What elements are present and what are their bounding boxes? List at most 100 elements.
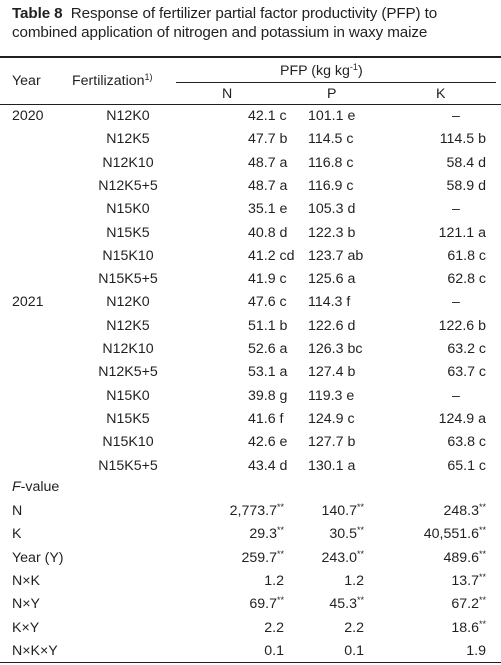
pfp-k-cell: 124.9 a	[438, 410, 486, 427]
significance-marker: **	[356, 595, 364, 606]
fvalue-k-value: 40,551.6	[423, 526, 479, 543]
pfp-k-cell: 122.6 b	[438, 317, 486, 334]
table-row: N12K5 47.7 b 114.5 c 114.5 b	[0, 127, 501, 151]
treatment-cell: N15K5	[106, 410, 150, 427]
pfp-k-cell: –	[452, 387, 460, 404]
fvalue-p: 140.7**	[268, 499, 364, 523]
fvalue-k-value: 67.2	[451, 596, 479, 613]
table-row: N12K5+5 53.1 a 127.4 b 63.7 c	[0, 360, 501, 384]
fvalue-n: 2.2	[188, 616, 284, 640]
fvalue-source: N	[12, 499, 22, 523]
fvalue-k: 40,551.6**	[378, 522, 486, 546]
fvalue-p-value: 140.7	[321, 503, 357, 519]
pfp-n-cell: 47.6 c	[248, 294, 287, 311]
top-rule	[0, 56, 501, 58]
treatment-cell: N15K0	[106, 201, 150, 218]
table-row: N15K5 41.6 f 124.9 c 124.9 a	[0, 407, 501, 431]
significance-marker: **	[478, 525, 486, 536]
fvalue-n: 2,773.7**	[188, 499, 284, 523]
fvalue-n-value: 2,773.7	[229, 503, 277, 519]
table-row: N15K0 35.1 e 105.3 d –	[0, 197, 501, 221]
fvalue-source: N×K×Y	[12, 639, 58, 663]
significance-marker: **	[478, 618, 486, 629]
fvalue-k: 18.6**	[378, 616, 486, 640]
fvalue-p-value: 0.1	[344, 642, 364, 659]
fvalue-n: 29.3**	[188, 522, 284, 546]
significance-marker: **	[276, 548, 284, 559]
pfp-n-cell: 48.7 a	[248, 154, 288, 171]
table-row: N15K5+5 41.9 c 125.6 a 62.8 c	[0, 267, 501, 291]
pfp-n-cell: 41.2 cd	[248, 247, 295, 264]
fvalue-source: K×Y	[12, 616, 39, 640]
table-row: N12K10 48.7 a 116.8 c 58.4 d	[0, 151, 501, 175]
pfp-n-cell: 43.4 d	[248, 457, 288, 474]
table-row: N15K10 41.2 cd 123.7 ab 61.8 c	[0, 244, 501, 268]
year-cell: 2021	[12, 294, 44, 311]
pfp-k-cell: 58.4 d	[446, 154, 486, 171]
pfp-k-cell: 121.1 a	[438, 224, 486, 241]
pfp-k-cell: 63.8 c	[447, 434, 486, 451]
pfp-k-cell: –	[452, 201, 460, 218]
treatment-cell: N12K5	[106, 131, 150, 148]
fvalue-p: 2.2	[268, 616, 364, 640]
treatment-cell: N15K5	[106, 224, 150, 241]
header-pfp-exponent: -1	[349, 62, 358, 72]
fvalue-k-value: 1.9	[466, 642, 486, 659]
header-pfp: PFP (kg kg-1)	[280, 62, 363, 80]
pfp-p-cell: 127.7 b	[308, 434, 356, 451]
table-row: N15K10 42.6 e 127.7 b 63.8 c	[0, 430, 501, 454]
significance-marker: **	[478, 571, 486, 582]
header-k: K	[436, 86, 446, 102]
pfp-p-cell: 125.6 a	[308, 271, 356, 288]
pfp-p-cell: 105.3 d	[308, 201, 356, 218]
fvalue-heading-rest: -value	[20, 479, 60, 495]
fvalue-source: K	[12, 522, 21, 546]
pfp-k-cell: 58.9 d	[446, 177, 486, 194]
header-p: P	[327, 86, 337, 102]
treatment-cell: N15K0	[106, 387, 150, 404]
footnote-marker: 1)	[144, 72, 153, 82]
table-caption: Table 8 Response of fertilizer partial f…	[12, 4, 498, 42]
table-row: 2021 N12K0 47.6 c 114.3 f –	[0, 290, 501, 314]
pfp-p-cell: 130.1 a	[308, 457, 356, 474]
significance-marker: **	[478, 548, 486, 559]
fvalue-p-value: 30.5	[329, 526, 357, 543]
header-rule	[0, 104, 501, 105]
pfp-n-cell: 40.8 d	[248, 224, 288, 241]
pfp-p-cell: 119.3 e	[308, 387, 355, 404]
fvalue-n: 259.7**	[188, 546, 284, 570]
fvalue-source-value: N×K×Y	[12, 642, 58, 659]
table-row: N12K5 51.1 b 122.6 d 122.6 b	[0, 314, 501, 338]
fvalue-p-value: 2.2	[344, 619, 364, 636]
table-row: N15K5+5 43.4 d 130.1 a 65.1 c	[0, 454, 501, 478]
fvalue-source-value: N	[12, 503, 23, 519]
bottom-rule	[0, 662, 501, 663]
significance-marker: **	[356, 525, 364, 536]
table-row: N15K0 39.8 g 119.3 e –	[0, 384, 501, 408]
table-title: Response of fertilizer partial factor pr…	[12, 5, 438, 41]
header-n: N	[222, 86, 233, 102]
fvalue-n-value: 259.7	[241, 549, 277, 566]
fvalue-p-value: 45.3	[329, 596, 357, 613]
pfp-k-cell: 62.8 c	[447, 271, 486, 288]
significance-marker: **	[276, 525, 284, 536]
year-cell: 2020	[12, 108, 44, 124]
pfp-n-cell: 48.7 a	[248, 177, 288, 194]
header-pfp-label: PFP (kg kg	[280, 63, 350, 79]
fvalue-n: 69.7**	[188, 592, 284, 616]
fvalue-source-value: Year (Y)	[12, 549, 64, 566]
pfp-k-cell: 63.2 c	[447, 341, 486, 357]
treatment-cell: N12K5+5	[98, 177, 158, 194]
fvalue-n-value: 29.3	[249, 526, 277, 543]
pfp-p-cell: 124.9 c	[308, 410, 355, 427]
fvalue-source: Year (Y)	[12, 546, 64, 570]
fvalue-heading: F-value	[12, 475, 59, 499]
table-row: N12K5+5 48.7 a 116.9 c 58.9 d	[0, 174, 501, 198]
fvalue-k: 13.7**	[378, 569, 486, 593]
pfp-n-cell: 42.6 e	[248, 434, 288, 451]
significance-marker: **	[356, 548, 364, 559]
pfp-n-cell: 52.6 a	[248, 341, 288, 357]
pfp-k-cell: 63.7 c	[447, 364, 486, 381]
pfp-n-cell: 42.1 c	[248, 108, 287, 124]
treatment-cell: N15K5+5	[98, 271, 158, 288]
